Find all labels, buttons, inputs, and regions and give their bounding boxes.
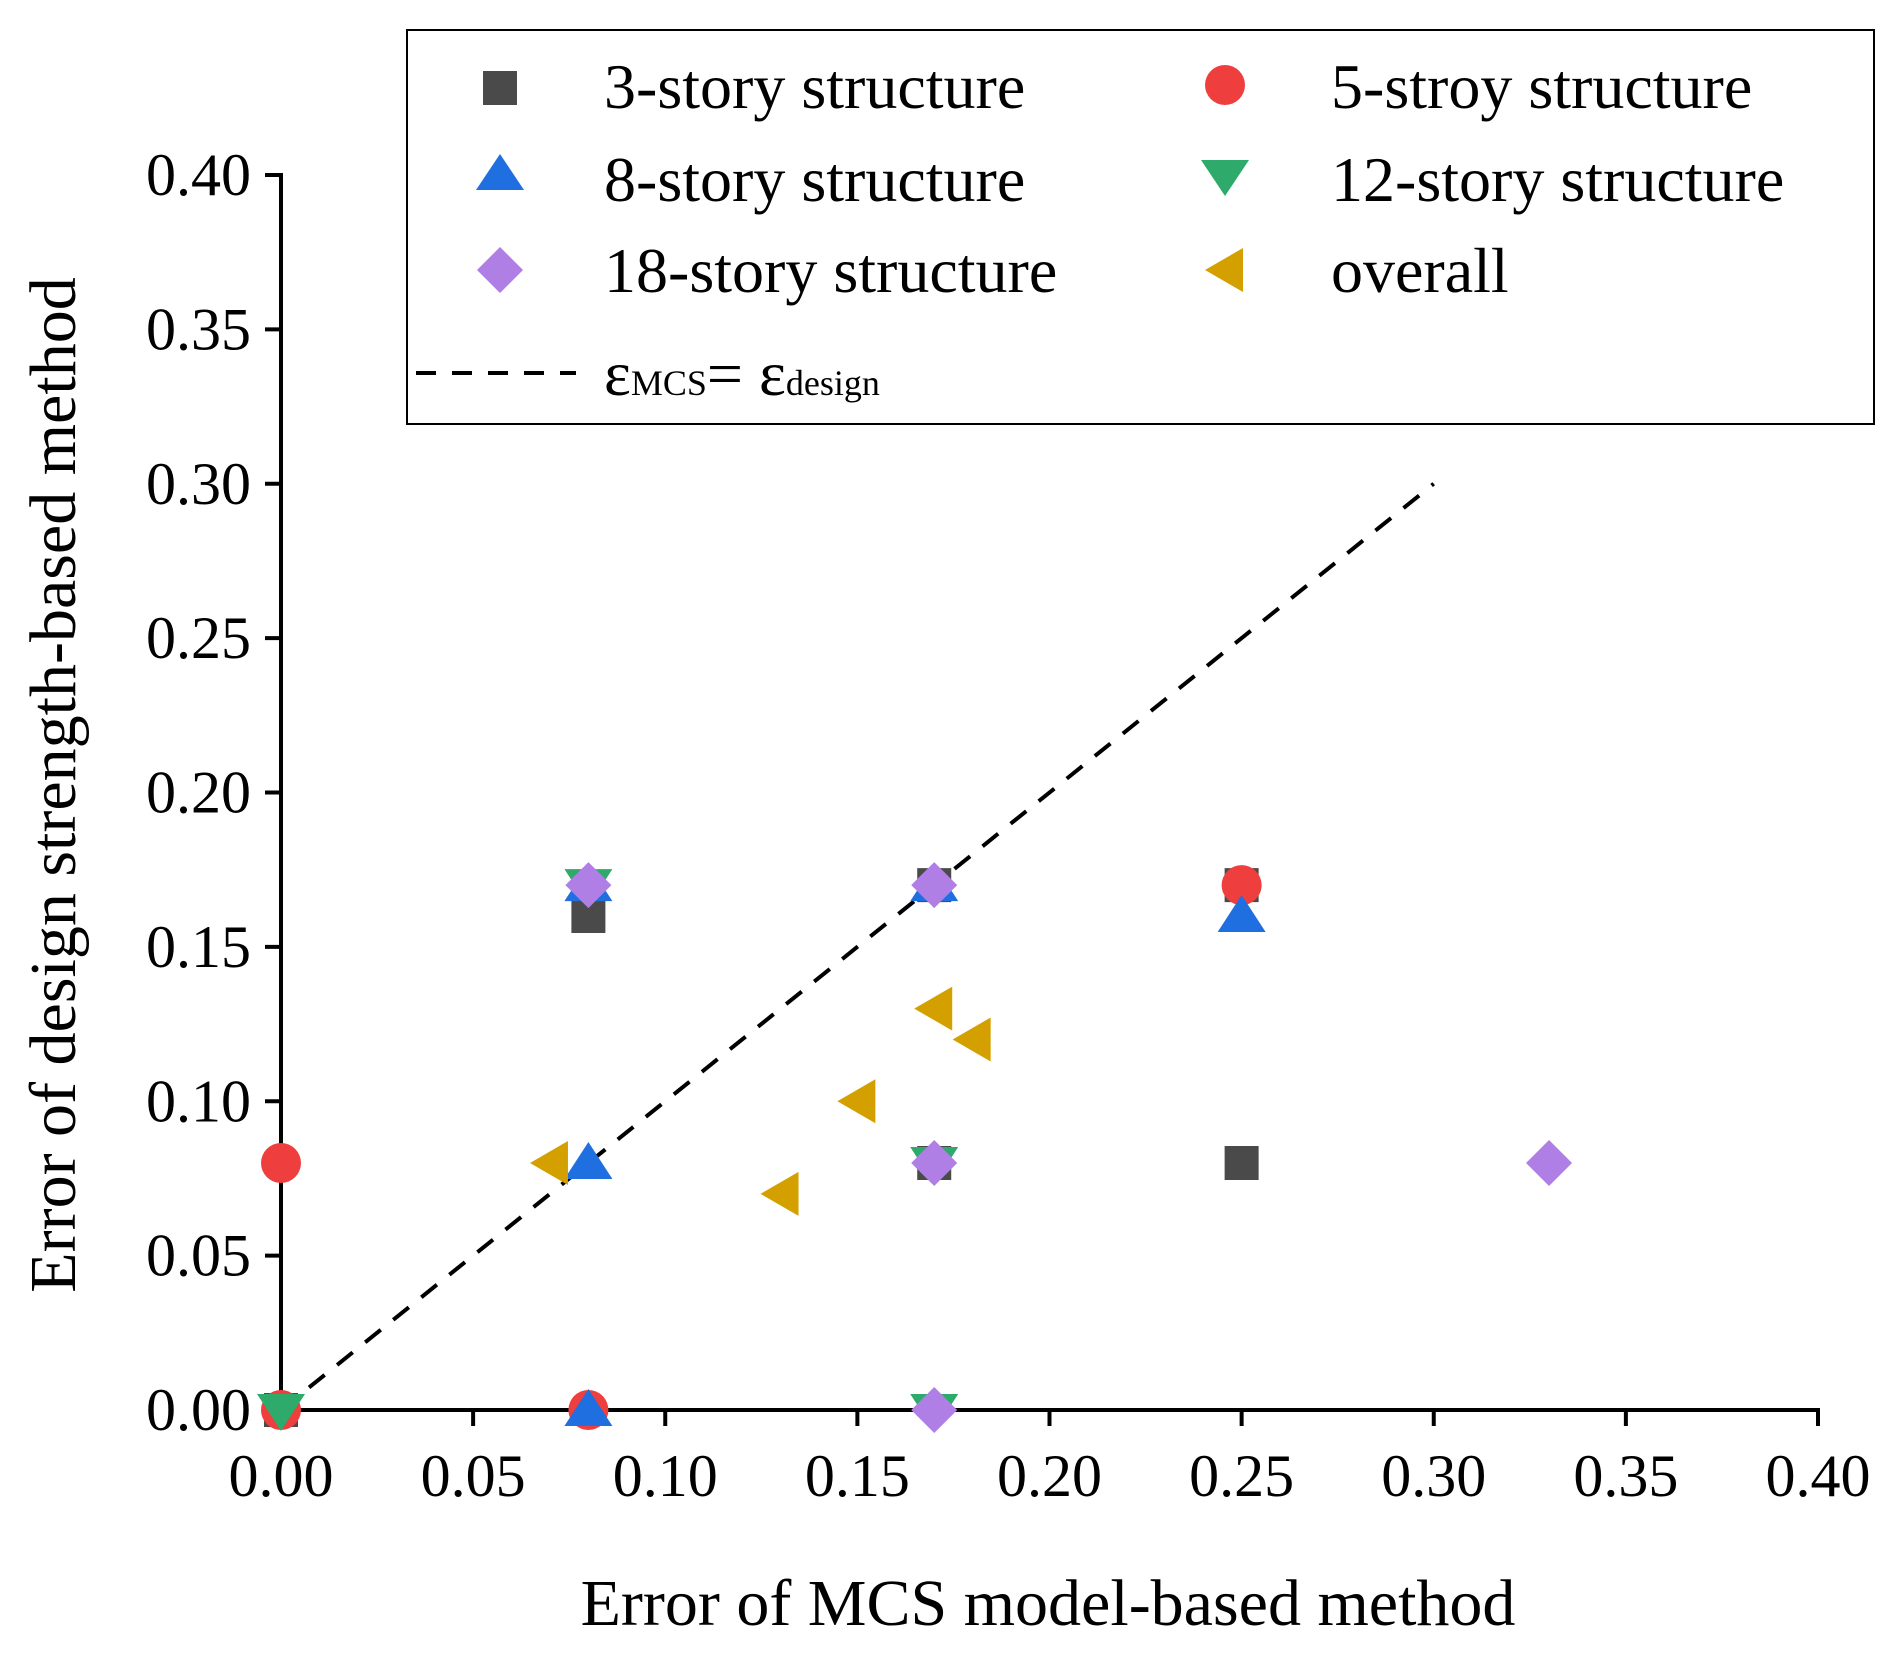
point-overall: [837, 1079, 876, 1124]
point-18-story: [565, 862, 612, 909]
point-18-story: [1526, 1140, 1573, 1186]
point-overall: [914, 986, 953, 1031]
legend-item-5-story: 5-stroy structure: [1205, 51, 1752, 122]
y-tick-label: 0.20: [146, 760, 251, 826]
point-18-story: [911, 1387, 958, 1433]
y-tick-label: 0.00: [146, 1377, 251, 1443]
legend-item-12-story: 12-story structure: [1201, 144, 1784, 215]
legend: 3-story structure 5-stroy structure 8-st…: [406, 29, 1875, 425]
legend-marker-triangle-left: [1205, 248, 1243, 292]
x-tick-label: 0.05: [421, 1443, 526, 1509]
legend-marker-diamond: [477, 247, 523, 293]
legend-label: εMCS= εdesign: [604, 338, 880, 409]
legend-label: 5-stroy structure: [1331, 51, 1752, 122]
legend-label: 8-story structure: [604, 144, 1025, 215]
x-tick-label: 0.00: [229, 1443, 334, 1509]
legend-marker-circle: [1205, 65, 1245, 105]
x-tick-label: 0.30: [1381, 1443, 1486, 1509]
x-tick-label: 0.20: [997, 1443, 1102, 1509]
point-3-story: [1224, 1146, 1259, 1180]
point-overall: [760, 1171, 799, 1216]
data-points: [257, 862, 1573, 1433]
y-tick-label: 0.25: [146, 605, 251, 671]
point-12-story: [257, 1394, 305, 1431]
legend-item-3-story: 3-story structure: [483, 51, 1025, 122]
point-5-stroy: [1221, 865, 1262, 906]
point-18-story: [911, 862, 958, 909]
legend-marker-square: [483, 71, 517, 105]
legend-label: overall: [1331, 235, 1509, 306]
legend-marker-triangle-down: [1201, 160, 1249, 196]
y-tick-label: 0.30: [146, 451, 251, 517]
point-8-story: [564, 1389, 613, 1426]
legend-item-reference-line: εMCS= εdesign: [416, 338, 880, 409]
point-8-story: [1217, 895, 1266, 932]
point-overall: [952, 1017, 991, 1062]
reference-line-group: [279, 482, 1436, 1412]
point-8-story: [564, 1142, 613, 1179]
legend-marker-triangle-up: [476, 154, 524, 190]
point-overall: [529, 1141, 568, 1185]
axes: 0.00 0.05 0.10 0.15 0.20 0.25 0.30 0.35 0.40 0.00…: [146, 142, 1871, 1509]
y-tick-label: 0.40: [146, 142, 251, 208]
x-tick-label: 0.35: [1573, 1443, 1678, 1509]
y-tick-label: 0.10: [146, 1068, 251, 1134]
x-tick-label: 0.40: [1766, 1443, 1871, 1509]
legend-label: 18-story structure: [604, 235, 1057, 306]
reference-line: [279, 482, 1436, 1412]
legend-item-18-story: 18-story structure: [477, 235, 1057, 306]
y-tick-label: 0.35: [146, 296, 251, 362]
x-tick-label: 0.10: [613, 1443, 718, 1509]
point-18-story: [911, 1140, 958, 1186]
y-tick-label: 0.15: [146, 914, 251, 980]
legend-label: 3-story structure: [604, 51, 1025, 122]
point-5-stroy: [261, 1143, 301, 1183]
x-tick-label: 0.25: [1189, 1443, 1294, 1509]
legend-item-overall: overall: [1205, 235, 1509, 306]
legend-label: 12-story structure: [1331, 144, 1784, 215]
legend-box: [406, 29, 1875, 425]
y-axis-title: Error of design strength-based method: [17, 277, 90, 1292]
x-tick-label: 0.15: [805, 1443, 910, 1509]
x-axis-title: Error of MCS model-based method: [581, 1567, 1516, 1640]
y-tick-label: 0.05: [146, 1223, 251, 1289]
legend-item-8-story: 8-story structure: [476, 144, 1025, 215]
